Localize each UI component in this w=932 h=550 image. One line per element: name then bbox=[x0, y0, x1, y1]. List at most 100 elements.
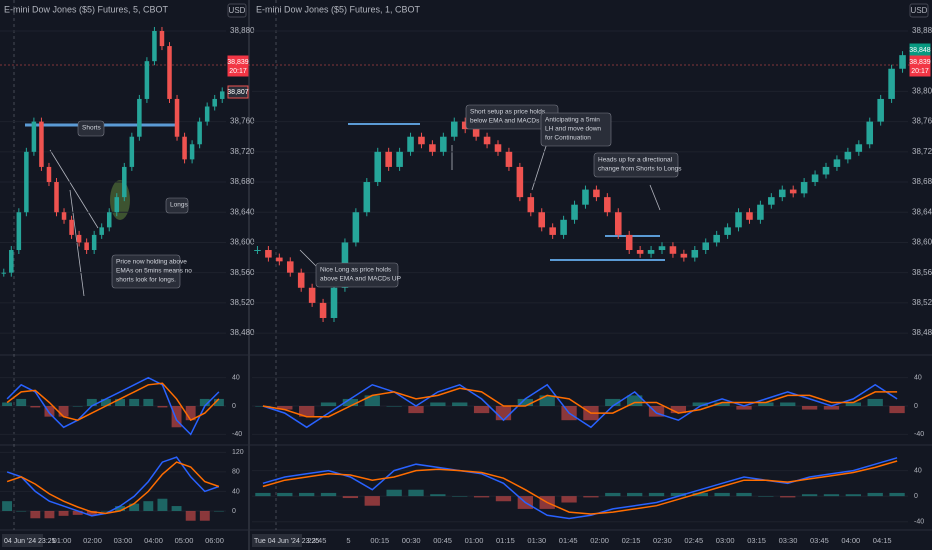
histogram-bar bbox=[867, 492, 883, 497]
histogram-bar bbox=[408, 406, 424, 414]
time-label: 01:30 bbox=[527, 536, 546, 545]
candle bbox=[472, 129, 480, 137]
histogram-bar bbox=[58, 406, 69, 417]
candle bbox=[636, 250, 644, 254]
price-label: 38,720 bbox=[230, 147, 255, 156]
histogram-bar bbox=[583, 496, 599, 498]
histogram-bar bbox=[648, 492, 665, 497]
histogram-bar bbox=[100, 398, 111, 407]
histogram-bar bbox=[171, 506, 182, 511]
candle bbox=[833, 159, 841, 167]
candle bbox=[778, 189, 786, 198]
time-label: 00:15 bbox=[370, 536, 389, 545]
histogram-bar bbox=[157, 406, 168, 408]
histogram-bar bbox=[171, 406, 182, 428]
osc-label: 40 bbox=[232, 488, 240, 495]
osc-label: 120 bbox=[232, 449, 244, 456]
histogram-bar bbox=[342, 398, 359, 407]
osc-label: 0 bbox=[232, 508, 236, 515]
candle bbox=[625, 234, 633, 251]
time-label: 03:15 bbox=[747, 536, 766, 545]
price-label: 38,480 bbox=[912, 328, 932, 337]
osc-label: 0 bbox=[914, 493, 918, 500]
annotation-text: EMAs on 5mins means no bbox=[116, 268, 192, 275]
price-label: 38,640 bbox=[912, 207, 932, 216]
candle bbox=[76, 234, 82, 243]
candle bbox=[713, 234, 720, 243]
currency: USD bbox=[229, 6, 246, 15]
histogram-bar bbox=[473, 496, 490, 498]
time-label: 00:30 bbox=[402, 536, 421, 545]
time-label: 03:45 bbox=[810, 536, 829, 545]
candle bbox=[16, 212, 22, 251]
candle bbox=[647, 250, 655, 254]
candle bbox=[265, 250, 272, 258]
histogram-bar bbox=[72, 510, 83, 515]
candle bbox=[182, 136, 187, 160]
osc-label: 40 bbox=[914, 375, 922, 382]
candle bbox=[494, 144, 502, 152]
candle bbox=[152, 30, 157, 62]
histogram-bar bbox=[714, 492, 730, 497]
time-label: 02:30 bbox=[653, 536, 672, 545]
price-label: 38,880 bbox=[230, 26, 255, 35]
candle bbox=[538, 212, 546, 228]
candle bbox=[560, 219, 567, 235]
histogram-bar bbox=[801, 406, 818, 410]
price-label: 38,640 bbox=[230, 207, 255, 216]
candle bbox=[122, 166, 127, 198]
histogram-bar bbox=[845, 402, 861, 407]
candle bbox=[39, 121, 44, 167]
annotation-text: below EMA and MACDs down bbox=[470, 118, 557, 125]
price-label: 38,760 bbox=[912, 117, 932, 126]
candle bbox=[212, 98, 217, 107]
candle bbox=[46, 166, 52, 183]
annotation-box bbox=[77, 120, 105, 137]
candle bbox=[219, 91, 225, 99]
histogram-bar bbox=[299, 406, 315, 417]
time-label: 01:00 bbox=[53, 536, 72, 545]
candle bbox=[746, 212, 753, 220]
price-label: 38,720 bbox=[912, 147, 932, 156]
macd-line bbox=[262, 383, 898, 429]
time-label: 02:15 bbox=[622, 536, 641, 545]
candle bbox=[429, 144, 436, 152]
candle bbox=[286, 261, 294, 273]
candle bbox=[374, 151, 382, 183]
candle bbox=[516, 166, 524, 198]
candle bbox=[137, 98, 142, 137]
histogram-bar bbox=[129, 503, 140, 511]
price-badge-text: 38,807 bbox=[227, 89, 249, 96]
histogram-bar bbox=[495, 406, 512, 421]
annotation-text: Heads up for a directional bbox=[598, 157, 673, 164]
price-label: 38,600 bbox=[230, 238, 255, 247]
candle bbox=[352, 212, 360, 243]
price-badge bbox=[227, 85, 249, 99]
histogram-bar bbox=[2, 501, 13, 511]
candle bbox=[418, 136, 425, 145]
candle bbox=[129, 136, 135, 167]
time-label: 00:45 bbox=[433, 536, 452, 545]
arrow bbox=[49, 149, 99, 229]
histogram-bar bbox=[86, 510, 97, 515]
candle bbox=[440, 136, 447, 152]
histogram-bar bbox=[736, 492, 752, 497]
candle bbox=[461, 121, 469, 130]
price-label: 38,600 bbox=[912, 238, 932, 247]
histogram-bar bbox=[44, 510, 55, 519]
histogram-bar bbox=[823, 406, 840, 410]
candle bbox=[159, 30, 165, 47]
annotation-text: Shorts bbox=[82, 125, 102, 132]
histogram-bar bbox=[452, 402, 468, 407]
candle bbox=[582, 189, 589, 205]
candle bbox=[768, 197, 775, 205]
candle bbox=[702, 242, 710, 251]
time-label: 02:00 bbox=[83, 536, 102, 545]
candle bbox=[866, 121, 874, 145]
annotation-box bbox=[593, 152, 679, 178]
candle bbox=[31, 121, 37, 152]
time-badge bbox=[252, 534, 302, 547]
candle bbox=[84, 242, 89, 251]
histogram-bar bbox=[199, 510, 210, 521]
histogram-bar bbox=[115, 506, 126, 511]
